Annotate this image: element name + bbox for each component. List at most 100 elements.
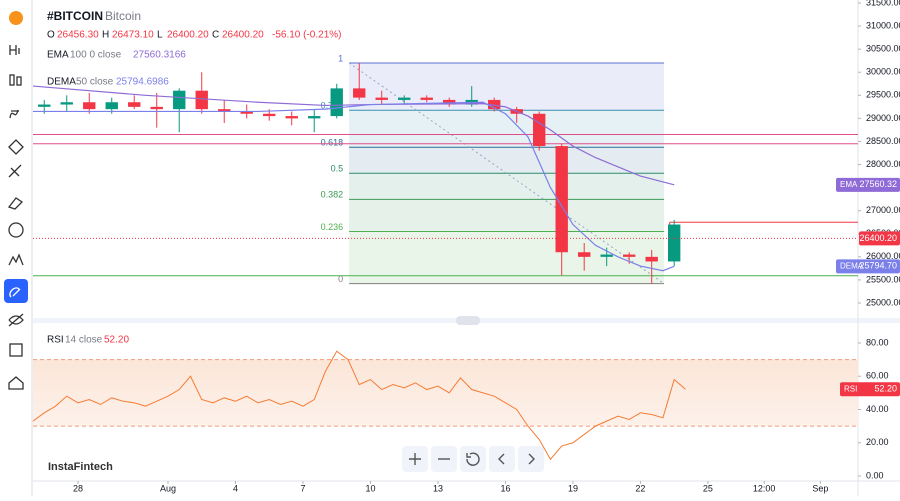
axis-tag-name: EMA xyxy=(840,180,858,189)
candle-body xyxy=(668,224,681,262)
y-tick-label: 26000.00 xyxy=(866,251,900,261)
candle-body xyxy=(600,254,613,257)
axis-tag-name: DEMA xyxy=(840,261,864,270)
candle-body xyxy=(330,88,343,117)
tool-active[interactable] xyxy=(4,279,28,303)
tool-icon[interactable] xyxy=(9,109,19,119)
tool-icon[interactable] xyxy=(8,164,22,178)
tool-icon[interactable] xyxy=(8,222,24,238)
readout-value: 26456.30 xyxy=(57,30,99,41)
candle-body xyxy=(150,106,163,110)
fib-label: 0.618 xyxy=(321,138,344,148)
candle-body xyxy=(263,113,276,117)
indicator-params: 50 close xyxy=(76,77,114,88)
fib-label: 1 xyxy=(338,53,343,63)
x-tick-label: 28 xyxy=(73,483,83,493)
y-tick-label: 28500.00 xyxy=(866,136,900,146)
y-tick-label: 60.00 xyxy=(866,371,889,381)
tool-icon[interactable] xyxy=(8,253,24,266)
fib-band xyxy=(349,63,665,111)
fib-band xyxy=(349,173,665,200)
tool-icon[interactable] xyxy=(9,45,20,55)
tool-icon[interactable] xyxy=(8,313,24,327)
candle-body xyxy=(533,113,546,147)
rsi-line xyxy=(32,350,686,461)
tool-icon[interactable] xyxy=(7,197,24,210)
candle-body xyxy=(60,102,73,105)
tool-icon[interactable] xyxy=(8,139,24,155)
axis-tag xyxy=(836,177,900,192)
axis-tag-value: 27560.32 xyxy=(859,179,897,189)
y-tick-label: 25000.00 xyxy=(866,297,900,307)
brand: InstaFintech xyxy=(48,461,113,473)
candle-body xyxy=(285,116,298,119)
y-tick-label: 0.00 xyxy=(866,470,884,480)
x-tick-label: 7 xyxy=(300,483,305,493)
fib-trend xyxy=(348,62,665,285)
axis-tag-value: 25794.70 xyxy=(859,261,897,271)
tool-icon[interactable] xyxy=(16,76,22,86)
axis-tag xyxy=(836,259,900,274)
tool-icon[interactable] xyxy=(9,74,15,86)
scroll-left[interactable] xyxy=(489,446,515,472)
candle-body xyxy=(578,252,591,257)
price-tag xyxy=(859,231,900,246)
candle-body xyxy=(128,102,141,107)
x-tick-label: 13 xyxy=(433,483,443,493)
price-tag-value: 26400.20 xyxy=(859,233,897,243)
readout-key: C xyxy=(212,30,219,41)
fib-label: 0.236 xyxy=(321,222,344,232)
candle-body xyxy=(38,104,51,107)
fib-band xyxy=(349,147,665,174)
tool-icon[interactable] xyxy=(8,376,24,390)
rsi-name: RSI xyxy=(47,335,64,346)
readout-key: L xyxy=(157,30,163,41)
indicator-line xyxy=(33,101,675,272)
reset[interactable] xyxy=(460,446,486,472)
candle-body xyxy=(195,90,208,110)
fib-label: 0.5 xyxy=(331,164,344,174)
x-tick-label: Aug xyxy=(160,483,176,493)
candle-body xyxy=(420,97,433,100)
readout-change: -56.10 (-0.21%) xyxy=(272,30,341,41)
y-tick-label: 29000.00 xyxy=(866,113,900,123)
y-tick-label: 30500.00 xyxy=(866,44,900,54)
candle-body xyxy=(488,99,501,110)
coin-icon[interactable] xyxy=(9,11,23,25)
x-tick-label: 19 xyxy=(568,483,578,493)
rsi-params: 14 close xyxy=(65,335,103,346)
fib-label: 0.382 xyxy=(321,190,344,200)
y-tick-label: 80.00 xyxy=(866,337,889,347)
candle-body xyxy=(398,97,411,100)
candle-body xyxy=(353,88,366,98)
readout-value: 26400.20 xyxy=(167,30,209,41)
indicator-value: 27560.3166 xyxy=(133,50,186,61)
x-tick-label: 4 xyxy=(233,483,238,493)
toolbar xyxy=(4,0,33,496)
candle-body xyxy=(443,99,456,105)
x-tick-label: 22 xyxy=(635,483,645,493)
y-tick-label: 20.00 xyxy=(866,437,889,447)
y-tick-label: 31000.00 xyxy=(866,20,900,30)
readout-value: 26473.10 xyxy=(112,30,154,41)
x-tick-label: 10 xyxy=(365,483,375,493)
x-tick-label: Sep xyxy=(812,483,828,493)
candle-body xyxy=(555,146,568,253)
indicator-name: DEMA xyxy=(47,77,76,88)
x-tick-label: 16 xyxy=(500,483,510,493)
readout-value: 26400.20 xyxy=(222,30,264,41)
candle-body xyxy=(83,102,96,110)
fib-band xyxy=(349,231,665,284)
y-tick-label: 28000.00 xyxy=(866,159,900,169)
scroll-right[interactable] xyxy=(518,446,544,472)
fib-band xyxy=(349,199,665,232)
candle-body xyxy=(218,109,231,112)
y-tick-label: 29500.00 xyxy=(866,90,900,100)
x-tick-label: 12:00 xyxy=(753,483,776,493)
indicator-value: 25794.6986 xyxy=(116,77,169,88)
tool-icon[interactable] xyxy=(9,343,23,357)
y-tick-label: 30000.00 xyxy=(866,67,900,77)
y-tick-label: 25500.00 xyxy=(866,274,900,284)
pane-handle[interactable] xyxy=(456,316,480,325)
